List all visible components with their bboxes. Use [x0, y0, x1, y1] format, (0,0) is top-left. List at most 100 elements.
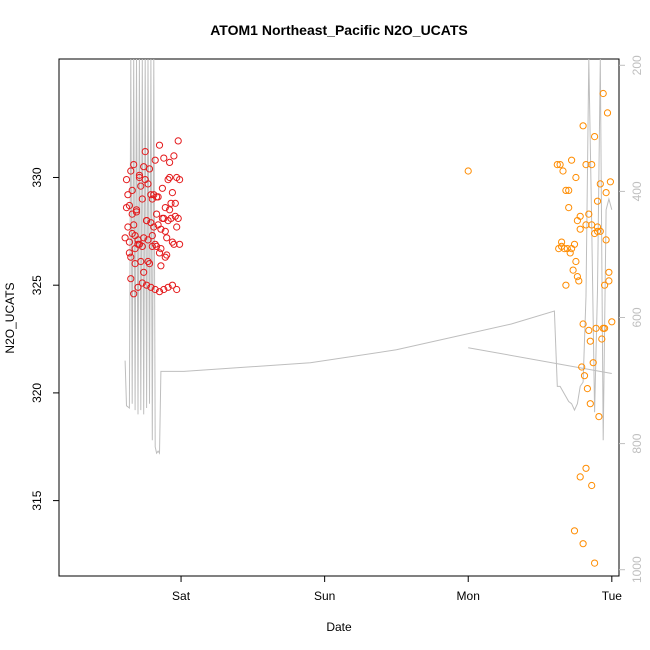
data-point-series0-96 — [153, 242, 161, 250]
data-point-series1-41 — [565, 204, 573, 212]
data-point-series1-0 — [464, 167, 472, 175]
data-point-series1-27 — [572, 257, 580, 266]
data-point-series0-62 — [155, 249, 164, 257]
secondary-tick-label-4: 1000 — [630, 556, 644, 583]
data-point-series1-54 — [599, 324, 607, 332]
data-point-series0-23 — [155, 141, 164, 149]
y-tick-label-0: 315 — [30, 490, 44, 510]
data-point-series0-70 — [167, 199, 175, 207]
data-point-series0-5 — [130, 161, 138, 169]
data-point-series0-86 — [164, 283, 172, 291]
data-point-series1-31 — [583, 385, 592, 393]
data-point-series1-12 — [585, 210, 593, 218]
data-point-series1-4 — [562, 186, 570, 194]
data-point-series0-11 — [138, 195, 146, 203]
data-point-series1-14 — [591, 133, 599, 141]
data-point-series1-35 — [595, 413, 603, 421]
data-point-series1-40 — [558, 238, 566, 246]
data-point-series0-77 — [127, 275, 135, 283]
data-point-series0-87 — [168, 281, 176, 289]
data-point-series0-44 — [130, 221, 138, 229]
data-point-series0-4 — [128, 186, 136, 194]
data-point-series0-41 — [125, 238, 133, 246]
data-point-series1-61 — [582, 464, 590, 472]
data-point-series0-25 — [158, 184, 166, 192]
data-point-series0-94 — [144, 257, 152, 266]
data-point-series0-71 — [168, 238, 176, 246]
data-point-series1-45 — [593, 197, 602, 205]
data-point-series0-91 — [131, 260, 139, 268]
data-point-series0-58 — [150, 223, 158, 231]
data-point-series0-10 — [137, 182, 145, 190]
data-point-series1-17 — [599, 89, 607, 98]
secondary-tick-label-0: 200 — [630, 55, 644, 75]
y-axis-label: N2O_UCATS — [3, 282, 17, 353]
data-point-series0-28 — [163, 234, 171, 242]
data-point-series1-34 — [592, 324, 600, 332]
data-point-series0-67 — [163, 251, 171, 259]
y-tick-label-3: 330 — [30, 167, 44, 187]
data-point-series1-56 — [585, 326, 593, 334]
data-point-series0-27 — [161, 204, 169, 212]
data-point-series0-40 — [124, 191, 132, 199]
data-point-series0-61 — [154, 221, 162, 229]
data-point-series0-33 — [170, 152, 178, 160]
data-point-series0-75 — [174, 214, 182, 222]
data-point-series0-84 — [155, 288, 164, 296]
data-point-series0-51 — [140, 234, 148, 242]
data-point-series0-81 — [143, 281, 151, 289]
data-point-series0-32 — [168, 189, 176, 197]
data-point-series1-19 — [605, 277, 613, 285]
data-point-series0-78 — [130, 290, 138, 298]
data-point-series0-26 — [160, 154, 168, 162]
data-point-series0-38 — [121, 234, 129, 242]
data-point-series1-23 — [560, 245, 569, 253]
data-point-series0-97 — [157, 262, 165, 270]
data-point-series0-21 — [153, 210, 161, 218]
secondary-y-axis: 200 400 600 800 1000 — [619, 55, 644, 583]
data-point-series0-59 — [151, 240, 159, 248]
plot-area — [121, 58, 616, 567]
data-point-series0-36 — [174, 137, 182, 145]
data-point-series0-68 — [164, 217, 172, 225]
secondary-tick-label-2: 600 — [630, 307, 644, 327]
data-point-series1-38 — [603, 109, 612, 117]
data-point-series1-6 — [568, 156, 576, 164]
data-point-series0-37 — [176, 176, 184, 184]
data-point-series1-55 — [605, 268, 613, 276]
data-point-series0-53 — [143, 217, 151, 225]
data-point-series1-3 — [559, 167, 567, 175]
data-point-series1-11 — [582, 161, 590, 169]
data-point-series0-54 — [144, 236, 152, 244]
data-point-series1-49 — [573, 273, 582, 281]
data-point-series0-93 — [140, 268, 148, 276]
data-point-series1-57 — [591, 229, 599, 238]
data-point-series0-29 — [164, 176, 172, 184]
x-axis-label: Date — [326, 620, 352, 634]
data-point-series0-42 — [127, 253, 135, 261]
data-point-series1-5 — [565, 186, 573, 194]
x-tick-label-1: Sun — [314, 589, 335, 603]
data-point-series0-63 — [157, 245, 165, 253]
data-point-series1-32 — [586, 400, 594, 408]
data-point-series1-48 — [568, 245, 576, 253]
data-point-series1-47 — [562, 281, 570, 289]
data-point-series0-99 — [166, 206, 174, 214]
data-point-series1-1 — [553, 161, 561, 169]
data-point-series0-3 — [127, 167, 135, 175]
data-point-series0-95 — [148, 232, 156, 240]
data-point-series1-43 — [579, 320, 587, 328]
data-point-series0-55 — [145, 260, 154, 268]
y-tick-label-2: 325 — [30, 275, 44, 295]
data-point-series0-76 — [176, 240, 184, 248]
data-point-series0-85 — [160, 285, 168, 294]
data-point-series0-90 — [128, 229, 136, 238]
data-point-series0-69 — [166, 173, 174, 182]
data-point-series0-83 — [151, 285, 159, 294]
chart-title: ATOM1 Northeast_Pacific N2O_UCATS — [210, 22, 468, 38]
series-line-3 — [468, 347, 612, 374]
x-tick-label-2: Mon — [457, 589, 480, 603]
data-point-series1-62 — [588, 481, 596, 490]
data-point-series1-33 — [589, 359, 597, 367]
